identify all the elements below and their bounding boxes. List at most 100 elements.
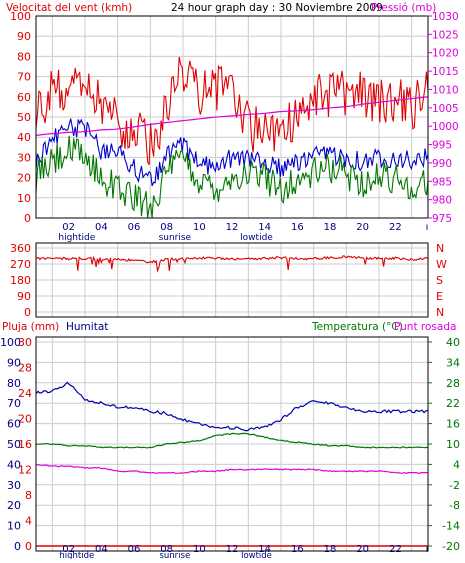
humidity-tick-label: 100 <box>0 336 21 349</box>
temperature-tick-label: 4 <box>453 458 460 471</box>
wind-tick-label: 100 <box>10 10 31 23</box>
wind-tick-label: 60 <box>17 91 31 104</box>
temperature-tick-label: -20 <box>442 540 460 553</box>
bottom-hour-ticks: 02 04 06 08 10 12 14 16 18 20 22 ı <box>62 544 428 555</box>
temperature-tick-label: -8 <box>449 499 460 512</box>
hour-tick-label: 12 <box>226 544 239 555</box>
hour-tick-label: 02 <box>62 222 75 233</box>
direction-panel-series <box>35 255 429 273</box>
hour-tick-label: 14 <box>258 544 271 555</box>
pressure-tick-label: 995 <box>432 140 452 152</box>
top-hour-ticks: 02 04 06 08 10 12 14 16 18 20 22 ı <box>62 222 428 233</box>
hour-tick-label: 18 <box>324 544 337 555</box>
pressure-tick-label: 1025 <box>432 29 459 41</box>
wind-tick-label: 70 <box>17 71 31 84</box>
rain-tick-label: 0 <box>25 540 32 553</box>
rain-tick-label: 4 <box>25 515 32 528</box>
temperature-tick-label: 34 <box>446 356 460 369</box>
temperature-tick-label: 10 <box>446 438 460 451</box>
rain-tick-label: 28 <box>18 362 32 375</box>
tide-label: lowtide <box>241 551 272 559</box>
direction-panel-frame <box>35 242 429 318</box>
series-line-avg <box>35 118 429 187</box>
hour-tick-label: 10 <box>193 222 206 233</box>
temperature-tick-label: 16 <box>446 418 460 431</box>
bottom-panel-series <box>35 381 429 547</box>
temperature-axis-ticks: 40 34 28 22 16 10 4 -2 -8 -14 -20 <box>428 336 460 553</box>
rain-tick-label: 8 <box>25 489 32 502</box>
hour-tick-label: 22 <box>389 222 402 233</box>
hour-tick-label: 18 <box>324 222 337 233</box>
temperature-tick-label: 22 <box>446 397 460 410</box>
hour-tick-label: 12 <box>226 222 239 233</box>
direction-tick-label: 0 <box>24 306 31 319</box>
humidity-tick-label: 40 <box>7 458 21 471</box>
hour-tick-label: 16 <box>291 222 304 233</box>
direction-tick-label: 180 <box>10 274 31 287</box>
wind-axis-title: Velocitat del vent (kmh) <box>6 2 132 14</box>
direction-panel-grid <box>36 243 428 317</box>
series-line-temperature <box>35 432 429 449</box>
hour-tick-label-end: ı <box>426 544 429 555</box>
temperature-tick-label: -14 <box>442 520 460 533</box>
rain-tick-label: 30 <box>18 336 32 349</box>
pressure-tick-label: 985 <box>432 176 452 188</box>
humidity-tick-label: 50 <box>7 438 21 451</box>
humidity-tick-label: 60 <box>7 418 21 431</box>
series-line-humidity <box>35 381 429 432</box>
series-line-dewpoint <box>35 463 429 475</box>
wind-tick-label: 10 <box>17 192 31 205</box>
temperature-tick-label: -2 <box>449 479 460 492</box>
pressure-tick-label: 1015 <box>432 66 459 78</box>
hour-tick-label: 08 <box>160 544 173 555</box>
hour-tick-label: 14 <box>258 222 271 233</box>
wind-tick-label: 40 <box>17 131 31 144</box>
direction-degree-ticks: 360 270 180 90 0 <box>10 242 31 319</box>
compass-label: W <box>436 258 447 271</box>
pressure-tick-label: 990 <box>432 158 452 170</box>
humidity-axis-title: Humitat <box>66 321 108 333</box>
temperature-tick-label: 28 <box>446 377 460 390</box>
hour-tick-label: 06 <box>128 544 141 555</box>
rain-axis-ticks: 30 28 24 20 16 12 8 4 0 <box>18 336 32 553</box>
rain-tick-label: 24 <box>18 387 32 400</box>
rain-tick-label: 16 <box>18 438 32 451</box>
pressure-tick-label: 1010 <box>432 84 459 96</box>
hour-tick-label: 20 <box>356 544 369 555</box>
pressure-tick-label: 1030 <box>432 11 459 23</box>
tide-label: hightide <box>58 233 95 243</box>
wind-axis-ticks: 0 10 20 30 40 50 60 70 80 90 100 <box>10 10 31 225</box>
series-line-pressure <box>35 96 429 136</box>
pressure-tick-label: 1000 <box>432 121 459 133</box>
humidity-tick-label: 20 <box>7 499 21 512</box>
series-line-direction <box>35 255 429 273</box>
humidity-tick-label: 0 <box>14 540 21 553</box>
direction-tick-label: 360 <box>10 242 31 255</box>
wind-tick-label: 20 <box>17 172 31 185</box>
wind-tick-label: 80 <box>17 50 31 63</box>
rain-tick-label: 12 <box>18 464 32 477</box>
hour-tick-label: 08 <box>160 222 173 233</box>
temperature-tick-label: 40 <box>446 336 460 349</box>
pressure-axis-ticks: 975 980 985 990 995 1000 1005 1010 1015 1020 1025 1… <box>428 11 459 225</box>
hour-tick-label: 04 <box>95 222 108 233</box>
humidity-tick-label: 30 <box>7 479 21 492</box>
hour-tick-label-end: ı <box>426 222 429 233</box>
pressure-tick-label: 1020 <box>432 48 459 60</box>
series-line-gust <box>35 56 429 165</box>
humidity-tick-label: 10 <box>7 520 21 533</box>
tide-label: lowtide <box>240 233 273 243</box>
hour-tick-label: 22 <box>389 544 402 555</box>
tide-label: sunrise <box>159 233 192 243</box>
humidity-tick-label: 80 <box>7 377 21 390</box>
compass-label: N <box>436 242 444 255</box>
rain-tick-label: 20 <box>18 413 32 426</box>
compass-label: E <box>436 290 443 303</box>
direction-tick-label: 90 <box>17 290 31 303</box>
hour-tick-label: 10 <box>193 544 206 555</box>
hour-tick-label: 06 <box>128 222 141 233</box>
